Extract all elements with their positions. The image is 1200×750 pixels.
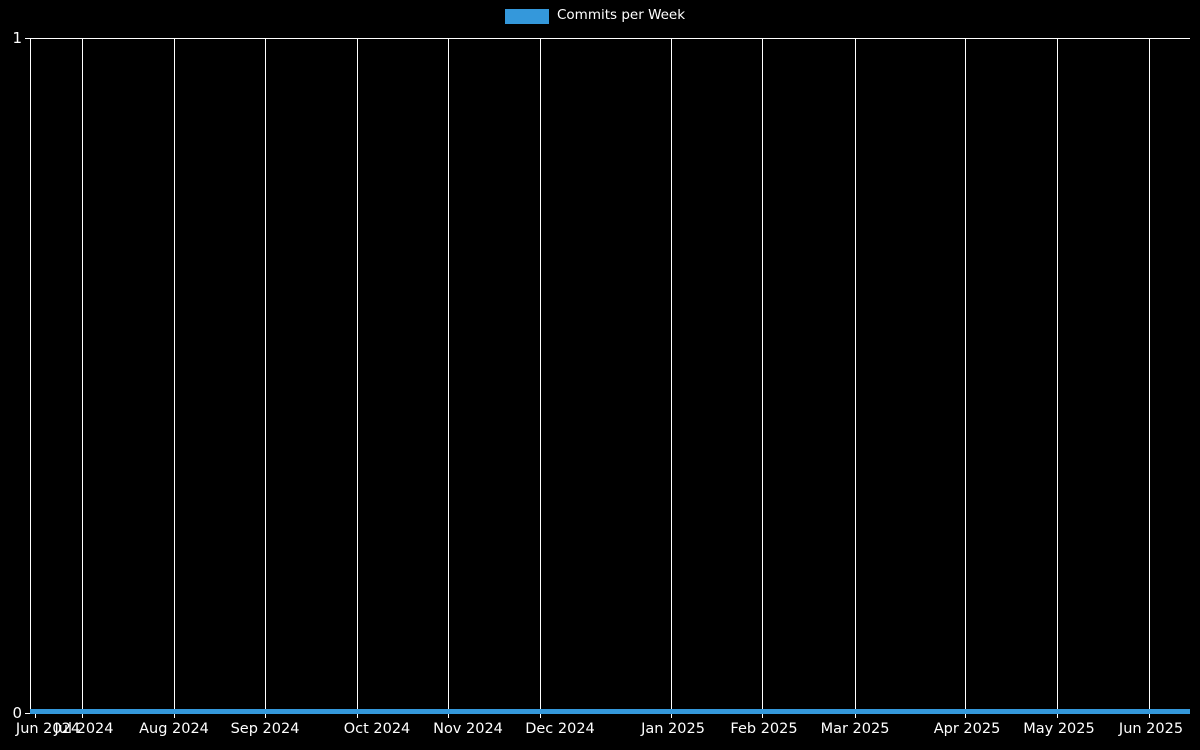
x-axis-label-oct-2024: Oct 2024 (343, 721, 411, 737)
gridline-mar-2025 (855, 38, 856, 713)
x-axis-label-jun-2025: Jun 2025 (1118, 721, 1184, 737)
gridline-apr-2025 (965, 38, 966, 713)
x-axis-label-aug-2024: Aug 2024 (139, 721, 209, 737)
series-line-commits-per-week (30, 709, 1190, 714)
x-tick-jul-2024 (82, 713, 83, 718)
x-tick-jan-2025 (671, 713, 672, 718)
gridline-dec-2024 (540, 38, 541, 713)
x-axis-label-dec-2024: Dec 2024 (525, 721, 595, 737)
gridline-aug-2024 (174, 38, 175, 713)
x-axis-label-may-2025: May 2025 (1023, 721, 1095, 737)
x-tick-mar-2025 (855, 713, 856, 718)
x-axis-label-mar-2025: Mar 2025 (820, 721, 890, 737)
x-axis-label-feb-2025: Feb 2025 (730, 721, 798, 737)
axis-spine-left (30, 38, 31, 713)
x-tick-sep-2024 (265, 713, 266, 718)
x-axis-label-sep-2024: Sep 2024 (230, 721, 300, 737)
chart-legend: Commits per Week (505, 4, 685, 28)
x-tick-apr-2025 (965, 713, 966, 718)
gridline-jan-2025 (671, 38, 672, 713)
x-tick-feb-2025 (762, 713, 763, 718)
x-axis-label-jan-2025: Jan 2025 (641, 721, 705, 737)
gridline-may-2025 (1057, 38, 1058, 713)
x-tick-jun-2024 (35, 713, 36, 718)
gridline-sep-2024 (265, 38, 266, 713)
gridline-jun-2025 (1149, 38, 1150, 713)
y-axis-label-0: 0 (12, 704, 22, 722)
y-tick-1 (25, 38, 31, 39)
plot-area (30, 38, 1190, 713)
x-axis-label-jun-2024: Jun 2024 (15, 721, 81, 737)
y-tick-0 (25, 713, 31, 714)
x-tick-may-2025 (1057, 713, 1058, 718)
x-axis-label-jul-2024: Jul 2024 (54, 721, 114, 737)
legend-label-commits-per-week: Commits per Week (557, 7, 686, 24)
legend-swatch-commits-per-week (505, 8, 549, 24)
y-axis-label-1: 1 (12, 29, 22, 47)
x-tick-oct-2024 (357, 713, 358, 718)
x-tick-nov-2024 (448, 713, 449, 718)
gridline-jul-2024 (82, 38, 83, 713)
x-tick-aug-2024 (174, 713, 175, 718)
gridline-feb-2025 (762, 38, 763, 713)
gridline-nov-2024 (448, 38, 449, 713)
x-axis-label-nov-2024: Nov 2024 (433, 721, 503, 737)
axis-spine-top (30, 38, 1190, 39)
x-axis-label-apr-2025: Apr 2025 (933, 721, 1001, 737)
x-tick-dec-2024 (540, 713, 541, 718)
gridline-oct-2024 (357, 38, 358, 713)
x-tick-jun-2025 (1149, 713, 1150, 718)
